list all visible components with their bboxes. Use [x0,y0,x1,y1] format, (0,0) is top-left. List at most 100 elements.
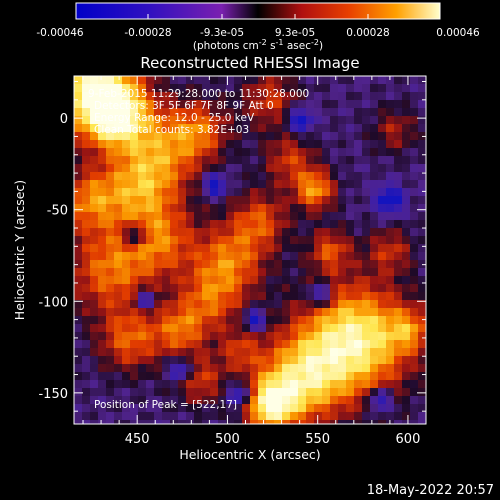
image-pixel [234,108,242,116]
image-pixel [242,268,250,276]
image-pixel [170,276,178,284]
image-pixel [170,380,178,388]
image-pixel [242,100,250,108]
image-pixel [258,236,266,244]
image-pixel [378,364,386,372]
image-pixel [298,396,306,404]
image-pixel [354,268,362,276]
image-pixel [234,148,242,156]
image-pixel [170,340,178,348]
image-pixel [330,252,338,260]
image-pixel [314,116,322,124]
image-pixel [282,332,290,340]
image-pixel [146,236,154,244]
image-pixel [290,404,298,412]
image-pixel [170,236,178,244]
image-pixel [362,244,370,252]
image-pixel [202,228,210,236]
image-pixel [322,132,330,140]
image-pixel [162,76,170,84]
image-pixel [394,332,402,340]
image-pixel [130,148,138,156]
image-pixel [410,284,418,292]
image-pixel [370,108,378,116]
image-pixel [362,316,370,324]
image-pixel [306,332,314,340]
image-pixel [154,268,162,276]
colorbar-tick-label: -0.00046 [36,27,84,39]
image-pixel [322,284,330,292]
image-pixel [202,380,210,388]
image-pixel [274,364,282,372]
image-pixel [218,180,226,188]
image-pixel [266,252,274,260]
image-pixel [306,300,314,308]
image-pixel [162,260,170,268]
image-pixel [106,236,114,244]
image-pixel [370,116,378,124]
image-pixel [338,252,346,260]
image-pixel [362,300,370,308]
image-pixel [322,164,330,172]
image-pixel [394,340,402,348]
image-pixel [194,76,202,84]
image-pixel [162,276,170,284]
image-pixel [386,244,394,252]
image-pixel [226,212,234,220]
image-pixel [386,380,394,388]
image-pixel [370,148,378,156]
image-pixel [82,236,90,244]
image-pixel [82,396,90,404]
image-pixel [130,108,138,116]
image-pixel [298,108,306,116]
image-pixel [218,412,226,420]
image-pixel [258,396,266,404]
image-pixel [282,236,290,244]
image-pixel [242,316,250,324]
image-pixel [386,156,394,164]
image-pixel [170,220,178,228]
image-pixel [90,268,98,276]
image-pixel [314,340,322,348]
image-pixel [346,300,354,308]
image-pixel [282,372,290,380]
image-pixel [314,164,322,172]
image-pixel [330,76,338,84]
image-pixel [234,140,242,148]
image-pixel [154,260,162,268]
image-pixel [346,340,354,348]
image-pixel [210,84,218,92]
image-pixel [346,364,354,372]
image-pixel [74,140,82,148]
image-pixel [330,348,338,356]
image-pixel [314,380,322,388]
image-pixel [378,156,386,164]
image-pixel [370,180,378,188]
image-pixel [354,148,362,156]
image-pixel [122,76,130,84]
image-pixel [242,300,250,308]
image-pixel [210,340,218,348]
image-pixel [250,292,258,300]
image-pixel [170,148,178,156]
image-pixel [354,172,362,180]
image-pixel [322,92,330,100]
image-pixel [394,140,402,148]
image-pixel [90,156,98,164]
image-pixel [154,420,162,424]
image-pixel [386,180,394,188]
image-pixel [322,204,330,212]
image-pixel [290,132,298,140]
image-pixel [162,340,170,348]
image-pixel [306,108,314,116]
image-pixel [418,140,426,148]
image-pixel [418,380,426,388]
image-pixel [122,340,130,348]
image-pixel [186,108,194,116]
image-pixel [106,316,114,324]
image-pixel [274,116,282,124]
image-pixel [346,316,354,324]
image-pixel [258,364,266,372]
image-pixel [306,84,314,92]
image-pixel [362,228,370,236]
